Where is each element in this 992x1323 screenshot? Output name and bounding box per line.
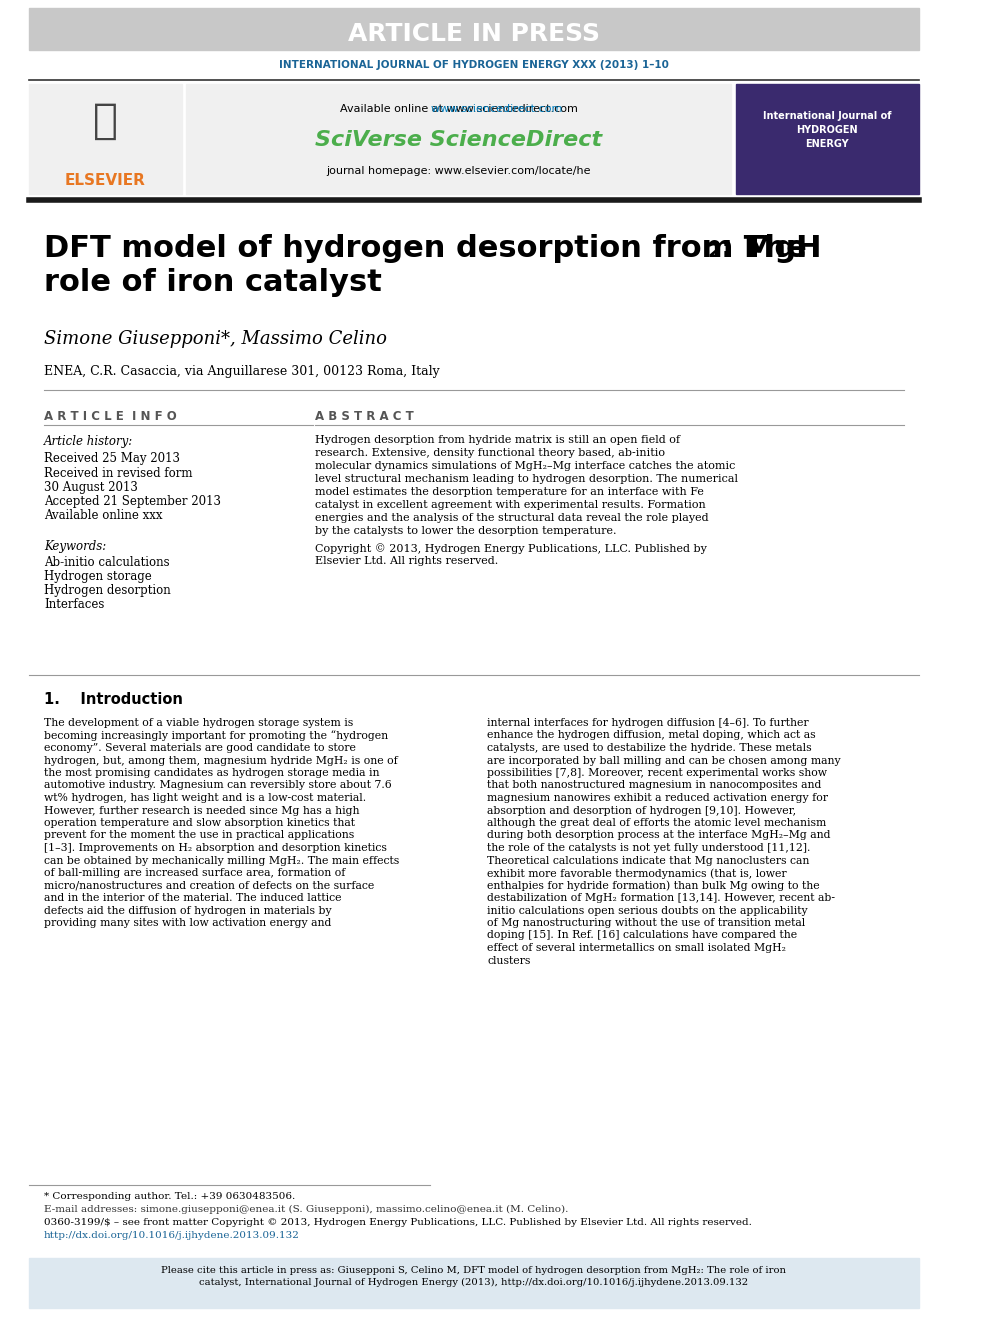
Text: Available online at www.sciencedirect.com: Available online at www.sciencedirect.co…	[339, 105, 577, 114]
Text: can be obtained by mechanically milling MgH₂. The main effects: can be obtained by mechanically milling …	[44, 856, 399, 865]
Text: * Corresponding author. Tel.: +39 0630483506.: * Corresponding author. Tel.: +39 063048…	[44, 1192, 296, 1201]
Text: International Journal of
HYDROGEN
ENERGY: International Journal of HYDROGEN ENERGY	[763, 111, 892, 149]
Text: research. Extensive, density functional theory based, ab-initio: research. Extensive, density functional …	[315, 448, 666, 458]
Text: the role of the catalysts is not yet fully understood [11,12].: the role of the catalysts is not yet ful…	[487, 843, 810, 853]
Text: magnesium nanowires exhibit a reduced activation energy for: magnesium nanowires exhibit a reduced ac…	[487, 792, 828, 803]
Text: Theoretical calculations indicate that Mg nanoclusters can: Theoretical calculations indicate that M…	[487, 856, 809, 865]
Text: E-mail addresses: simone.giusepponi@enea.it (S. Giusepponi), massimo.celino@enea: E-mail addresses: simone.giusepponi@enea…	[44, 1205, 568, 1215]
Text: A R T I C L E  I N F O: A R T I C L E I N F O	[44, 410, 177, 423]
Text: enhance the hydrogen diffusion, metal doping, which act as: enhance the hydrogen diffusion, metal do…	[487, 730, 815, 741]
Text: level structural mechanism leading to hydrogen desorption. The numerical: level structural mechanism leading to hy…	[315, 474, 738, 484]
Bar	[29, 1258, 919, 1308]
Bar	[29, 8, 919, 50]
Text: operation temperature and slow absorption kinetics that: operation temperature and slow absorptio…	[44, 818, 355, 828]
Text: Hydrogen desorption from hydride matrix is still an open field of: Hydrogen desorption from hydride matrix …	[315, 435, 681, 445]
Text: Ab-initio calculations: Ab-initio calculations	[44, 556, 170, 569]
Text: initio calculations open serious doubts on the applicability: initio calculations open serious doubts …	[487, 905, 807, 916]
Text: effect of several intermetallics on small isolated MgH₂: effect of several intermetallics on smal…	[487, 943, 787, 953]
Text: 2: 2	[708, 242, 721, 261]
Text: during both desorption process at the interface MgH₂–Mg and: during both desorption process at the in…	[487, 831, 830, 840]
Text: Available online xxx: Available online xxx	[44, 509, 163, 523]
Text: by the catalysts to lower the desorption temperature.: by the catalysts to lower the desorption…	[315, 527, 617, 536]
Text: 🌳: 🌳	[92, 101, 118, 142]
Text: INTERNATIONAL JOURNAL OF HYDROGEN ENERGY XXX (2013) 1–10: INTERNATIONAL JOURNAL OF HYDROGEN ENERGY…	[279, 60, 669, 70]
Text: of Mg nanostructuring without the use of transition metal: of Mg nanostructuring without the use of…	[487, 918, 806, 927]
Text: ARTICLE IN PRESS: ARTICLE IN PRESS	[348, 22, 600, 46]
Text: Article history:: Article history:	[44, 435, 133, 448]
Text: Interfaces: Interfaces	[44, 598, 104, 611]
Text: exhibit more favorable thermodynamics (that is, lower: exhibit more favorable thermodynamics (t…	[487, 868, 787, 878]
Text: enthalpies for hydride formation) than bulk Mg owing to the: enthalpies for hydride formation) than b…	[487, 881, 819, 892]
Text: 1.    Introduction: 1. Introduction	[44, 692, 183, 706]
Text: micro/nanostructures and creation of defects on the surface: micro/nanostructures and creation of def…	[44, 881, 374, 890]
Text: http://dx.doi.org/10.1016/j.ijhydene.2013.09.132: http://dx.doi.org/10.1016/j.ijhydene.201…	[44, 1230, 300, 1240]
Text: economy”. Several materials are good candidate to store: economy”. Several materials are good can…	[44, 744, 356, 753]
Bar	[29, 83, 182, 194]
Text: the most promising candidates as hydrogen storage media in: the most promising candidates as hydroge…	[44, 767, 380, 778]
Text: destabilization of MgH₂ formation [13,14]. However, recent ab-: destabilization of MgH₂ formation [13,14…	[487, 893, 835, 904]
Text: Received 25 May 2013: Received 25 May 2013	[44, 452, 180, 464]
Text: A B S T R A C T: A B S T R A C T	[315, 410, 414, 423]
Text: model estimates the desorption temperature for an interface with Fe: model estimates the desorption temperatu…	[315, 487, 704, 497]
Text: catalysts, are used to destabilize the hydride. These metals: catalysts, are used to destabilize the h…	[487, 744, 811, 753]
Text: absorption and desorption of hydrogen [9,10]. However,: absorption and desorption of hydrogen [9…	[487, 806, 797, 815]
Text: role of iron catalyst: role of iron catalyst	[44, 269, 382, 296]
Text: providing many sites with low activation energy and: providing many sites with low activation…	[44, 918, 331, 927]
Text: clusters: clusters	[487, 955, 531, 966]
Text: internal interfaces for hydrogen diffusion [4–6]. To further: internal interfaces for hydrogen diffusi…	[487, 718, 808, 728]
Text: [1–3]. Improvements on H₂ absorption and desorption kinetics: [1–3]. Improvements on H₂ absorption and…	[44, 843, 387, 853]
Text: Keywords:: Keywords:	[44, 540, 106, 553]
Text: DFT model of hydrogen desorption from MgH: DFT model of hydrogen desorption from Mg…	[44, 234, 821, 263]
Text: catalyst in excellent agreement with experimental results. Formation: catalyst in excellent agreement with exp…	[315, 500, 706, 509]
Text: However, further research is needed since Mg has a high: However, further research is needed sinc…	[44, 806, 359, 815]
Text: Elsevier Ltd. All rights reserved.: Elsevier Ltd. All rights reserved.	[315, 556, 499, 566]
Text: SciVerse ScienceDirect: SciVerse ScienceDirect	[315, 130, 602, 149]
Text: journal homepage: www.elsevier.com/locate/he: journal homepage: www.elsevier.com/locat…	[326, 165, 591, 176]
Text: www.sciencedirect.com: www.sciencedirect.com	[354, 105, 562, 114]
Text: catalyst, International Journal of Hydrogen Energy (2013), http://dx.doi.org/10.: catalyst, International Journal of Hydro…	[199, 1278, 748, 1287]
Text: 0360-3199/$ – see front matter Copyright © 2013, Hydrogen Energy Publications, L: 0360-3199/$ – see front matter Copyright…	[44, 1218, 752, 1226]
Text: molecular dynamics simulations of MgH₂–Mg interface catches the atomic: molecular dynamics simulations of MgH₂–M…	[315, 460, 736, 471]
Text: and in the interior of the material. The induced lattice: and in the interior of the material. The…	[44, 893, 341, 904]
Text: energies and the analysis of the structural data reveal the role played: energies and the analysis of the structu…	[315, 513, 709, 523]
Text: automotive industry. Magnesium can reversibly store about 7.6: automotive industry. Magnesium can rever…	[44, 781, 392, 791]
Text: hydrogen, but, among them, magnesium hydride MgH₂ is one of: hydrogen, but, among them, magnesium hyd…	[44, 755, 398, 766]
Text: : The: : The	[721, 234, 807, 263]
Text: although the great deal of efforts the atomic level mechanism: although the great deal of efforts the a…	[487, 818, 826, 828]
Text: ENEA, C.R. Casaccia, via Anguillarese 301, 00123 Roma, Italy: ENEA, C.R. Casaccia, via Anguillarese 30…	[44, 365, 439, 378]
Text: defects aid the diffusion of hydrogen in materials by: defects aid the diffusion of hydrogen in…	[44, 905, 331, 916]
Text: Received in revised form: Received in revised form	[44, 467, 192, 480]
Text: The development of a viable hydrogen storage system is: The development of a viable hydrogen sto…	[44, 718, 353, 728]
Text: Please cite this article in press as: Giusepponi S, Celino M, DFT model of hydro: Please cite this article in press as: Gi…	[162, 1266, 787, 1275]
Bar	[186, 83, 731, 194]
Text: are incorporated by ball milling and can be chosen among many: are incorporated by ball milling and can…	[487, 755, 841, 766]
Text: of ball-milling are increased surface area, formation of: of ball-milling are increased surface ar…	[44, 868, 345, 878]
Text: that both nanostructured magnesium in nanocomposites and: that both nanostructured magnesium in na…	[487, 781, 821, 791]
Text: Hydrogen desorption: Hydrogen desorption	[44, 583, 171, 597]
Text: ELSEVIER: ELSEVIER	[64, 173, 146, 188]
Text: prevent for the moment the use in practical applications: prevent for the moment the use in practi…	[44, 831, 354, 840]
Text: 30 August 2013: 30 August 2013	[44, 482, 138, 493]
Text: Hydrogen storage: Hydrogen storage	[44, 570, 152, 583]
Bar	[736, 83, 919, 194]
Text: Simone Giusepponi*, Massimo Celino: Simone Giusepponi*, Massimo Celino	[44, 329, 387, 348]
Text: possibilities [7,8]. Moreover, recent experimental works show: possibilities [7,8]. Moreover, recent ex…	[487, 767, 827, 778]
Text: Accepted 21 September 2013: Accepted 21 September 2013	[44, 495, 221, 508]
Text: becoming increasingly important for promoting the “hydrogen: becoming increasingly important for prom…	[44, 730, 388, 741]
Text: doping [15]. In Ref. [16] calculations have compared the: doping [15]. In Ref. [16] calculations h…	[487, 930, 798, 941]
Text: wt% hydrogen, has light weight and is a low-cost material.: wt% hydrogen, has light weight and is a …	[44, 792, 366, 803]
Text: Copyright © 2013, Hydrogen Energy Publications, LLC. Published by: Copyright © 2013, Hydrogen Energy Public…	[315, 542, 707, 554]
